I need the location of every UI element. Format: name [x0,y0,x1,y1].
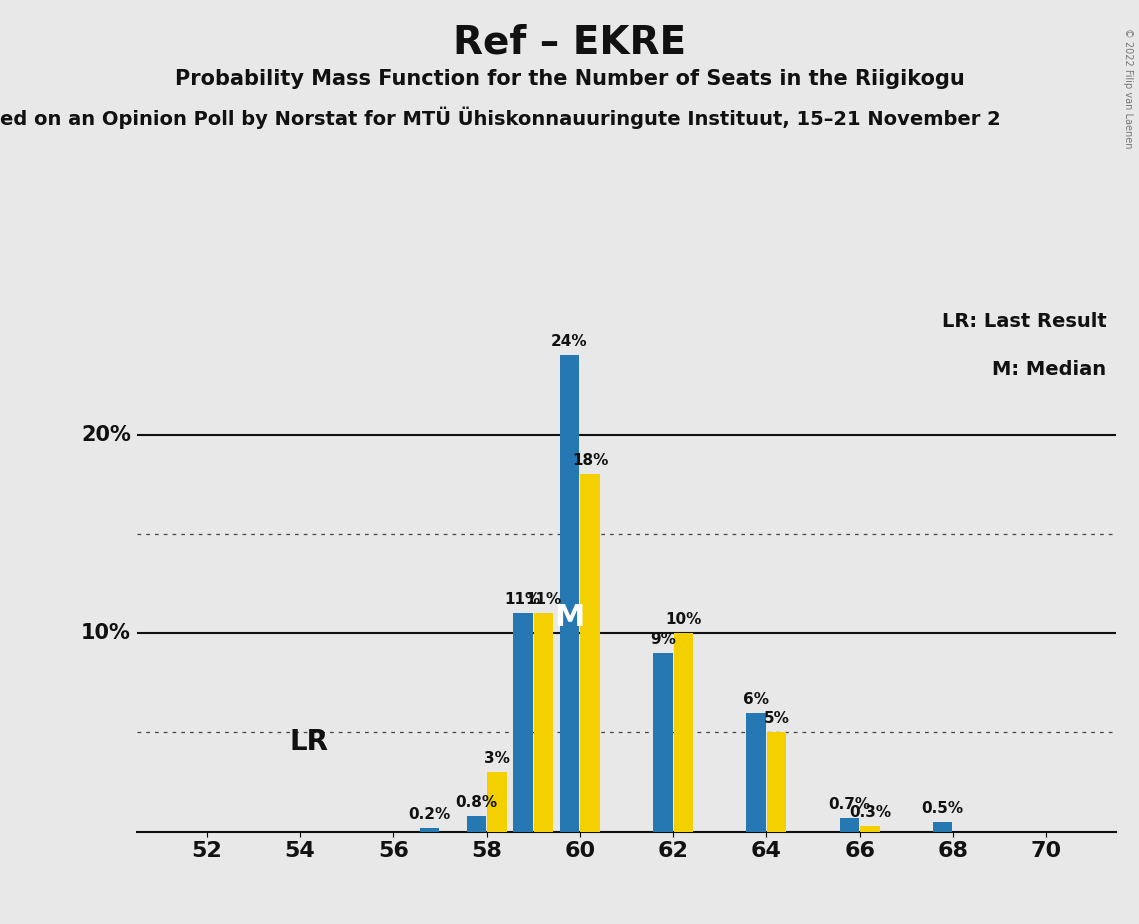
Bar [467,816,486,832]
Bar [580,474,600,832]
Text: M: M [555,602,584,632]
Text: 20%: 20% [81,425,131,444]
Text: 0.3%: 0.3% [849,805,891,820]
Text: 0.5%: 0.5% [921,801,964,816]
Bar [933,821,952,832]
Bar [746,712,765,832]
Bar [860,826,879,832]
Bar [673,633,694,832]
Text: 10%: 10% [665,613,702,627]
Text: LR: LR [289,728,329,756]
Bar [767,733,786,832]
Text: 0.2%: 0.2% [409,807,451,821]
Text: 3%: 3% [484,751,510,766]
Text: M: Median: M: Median [992,360,1106,379]
Text: 18%: 18% [572,454,608,468]
Text: Probability Mass Function for the Number of Seats in the Riigikogu: Probability Mass Function for the Number… [174,69,965,90]
Text: 11%: 11% [505,592,541,607]
Text: 6%: 6% [743,691,769,707]
Text: ed on an Opinion Poll by Norstat for MTÜ Ühiskonnauuringute Instituut, 15–21 Nov: ed on an Opinion Poll by Norstat for MTÜ… [0,106,1001,128]
Bar [487,772,507,832]
Bar [559,355,580,832]
Bar [839,818,859,832]
Text: 24%: 24% [551,334,588,349]
Text: Ref – EKRE: Ref – EKRE [453,23,686,61]
Bar [514,614,533,832]
Bar [420,828,440,832]
Text: 9%: 9% [650,632,675,647]
Text: 10%: 10% [81,623,131,643]
Text: LR: Last Result: LR: Last Result [942,311,1106,331]
Text: 0.7%: 0.7% [828,796,870,812]
Text: 11%: 11% [525,592,562,607]
Bar [534,614,554,832]
Text: 5%: 5% [764,711,789,726]
Text: © 2022 Filip van Laenen: © 2022 Filip van Laenen [1123,28,1133,148]
Bar [653,653,673,832]
Text: 0.8%: 0.8% [456,795,498,809]
